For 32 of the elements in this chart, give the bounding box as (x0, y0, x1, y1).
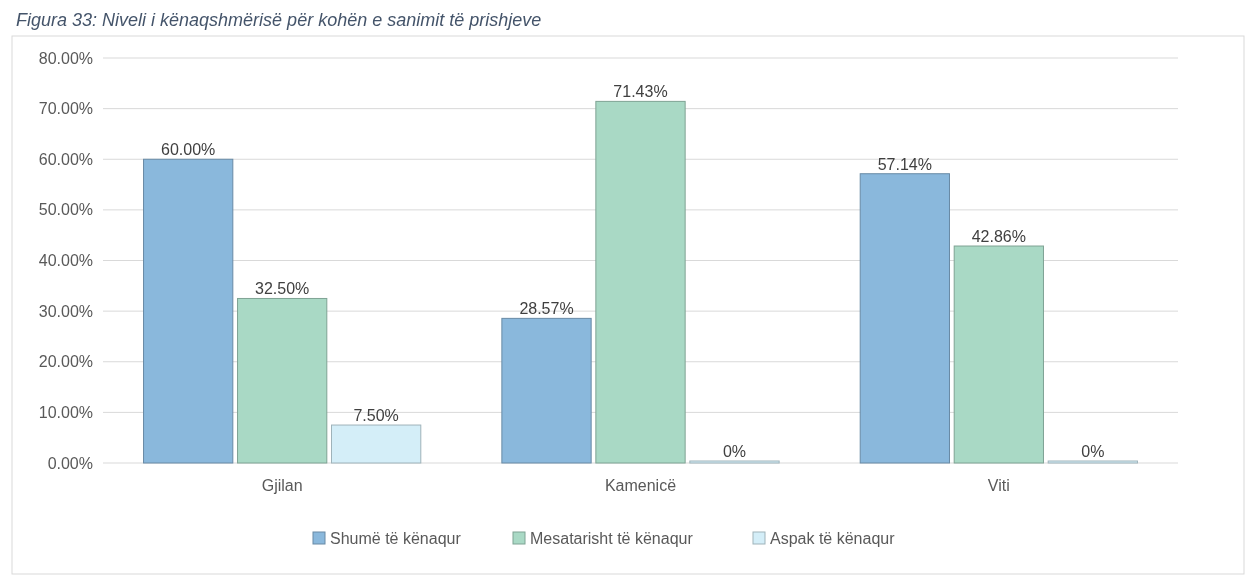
x-tick-label: Gjilan (261, 477, 303, 494)
y-tick-label: 40.00% (38, 252, 93, 270)
y-tick-label: 20.00% (38, 353, 93, 371)
data-label: 0% (1081, 443, 1105, 460)
bar (859, 173, 950, 464)
data-label: 32.50% (255, 280, 310, 298)
data-label: 71.43% (613, 83, 668, 101)
legend-label: Mesatarisht të kënaqur (530, 529, 694, 547)
x-tick-label: Viti (987, 477, 1010, 494)
data-label: 28.57% (519, 300, 574, 318)
chart-title: Figura 33: Niveli i kënaqshmërisë për kohën e sanimit të prishjeve (16, 10, 542, 30)
y-tick-label: 10.00% (38, 403, 93, 421)
bar (237, 297, 328, 464)
y-tick-label: 50.00% (38, 201, 93, 219)
legend-label: Shumë të kënaqur (330, 529, 462, 547)
y-tick-label: 30.00% (38, 302, 93, 320)
data-label: 60.00% (161, 141, 216, 159)
data-label: 7.50% (353, 407, 399, 425)
legend-label: Aspak të kënaqur (770, 529, 896, 547)
data-label: 57.14% (877, 155, 932, 173)
bar (143, 158, 234, 464)
bar (595, 100, 686, 464)
bar (953, 245, 1044, 464)
data-label: 0% (722, 443, 747, 460)
y-tick-label: 0.00% (47, 454, 93, 472)
x-tick-label: Kamenicë (604, 477, 677, 494)
y-tick-label: 60.00% (38, 150, 93, 168)
y-tick-label: 70.00% (38, 100, 93, 118)
bar (501, 317, 592, 464)
y-tick-label: 80.00% (38, 49, 93, 67)
bar (331, 424, 422, 464)
data-label: 42.86% (971, 228, 1026, 246)
